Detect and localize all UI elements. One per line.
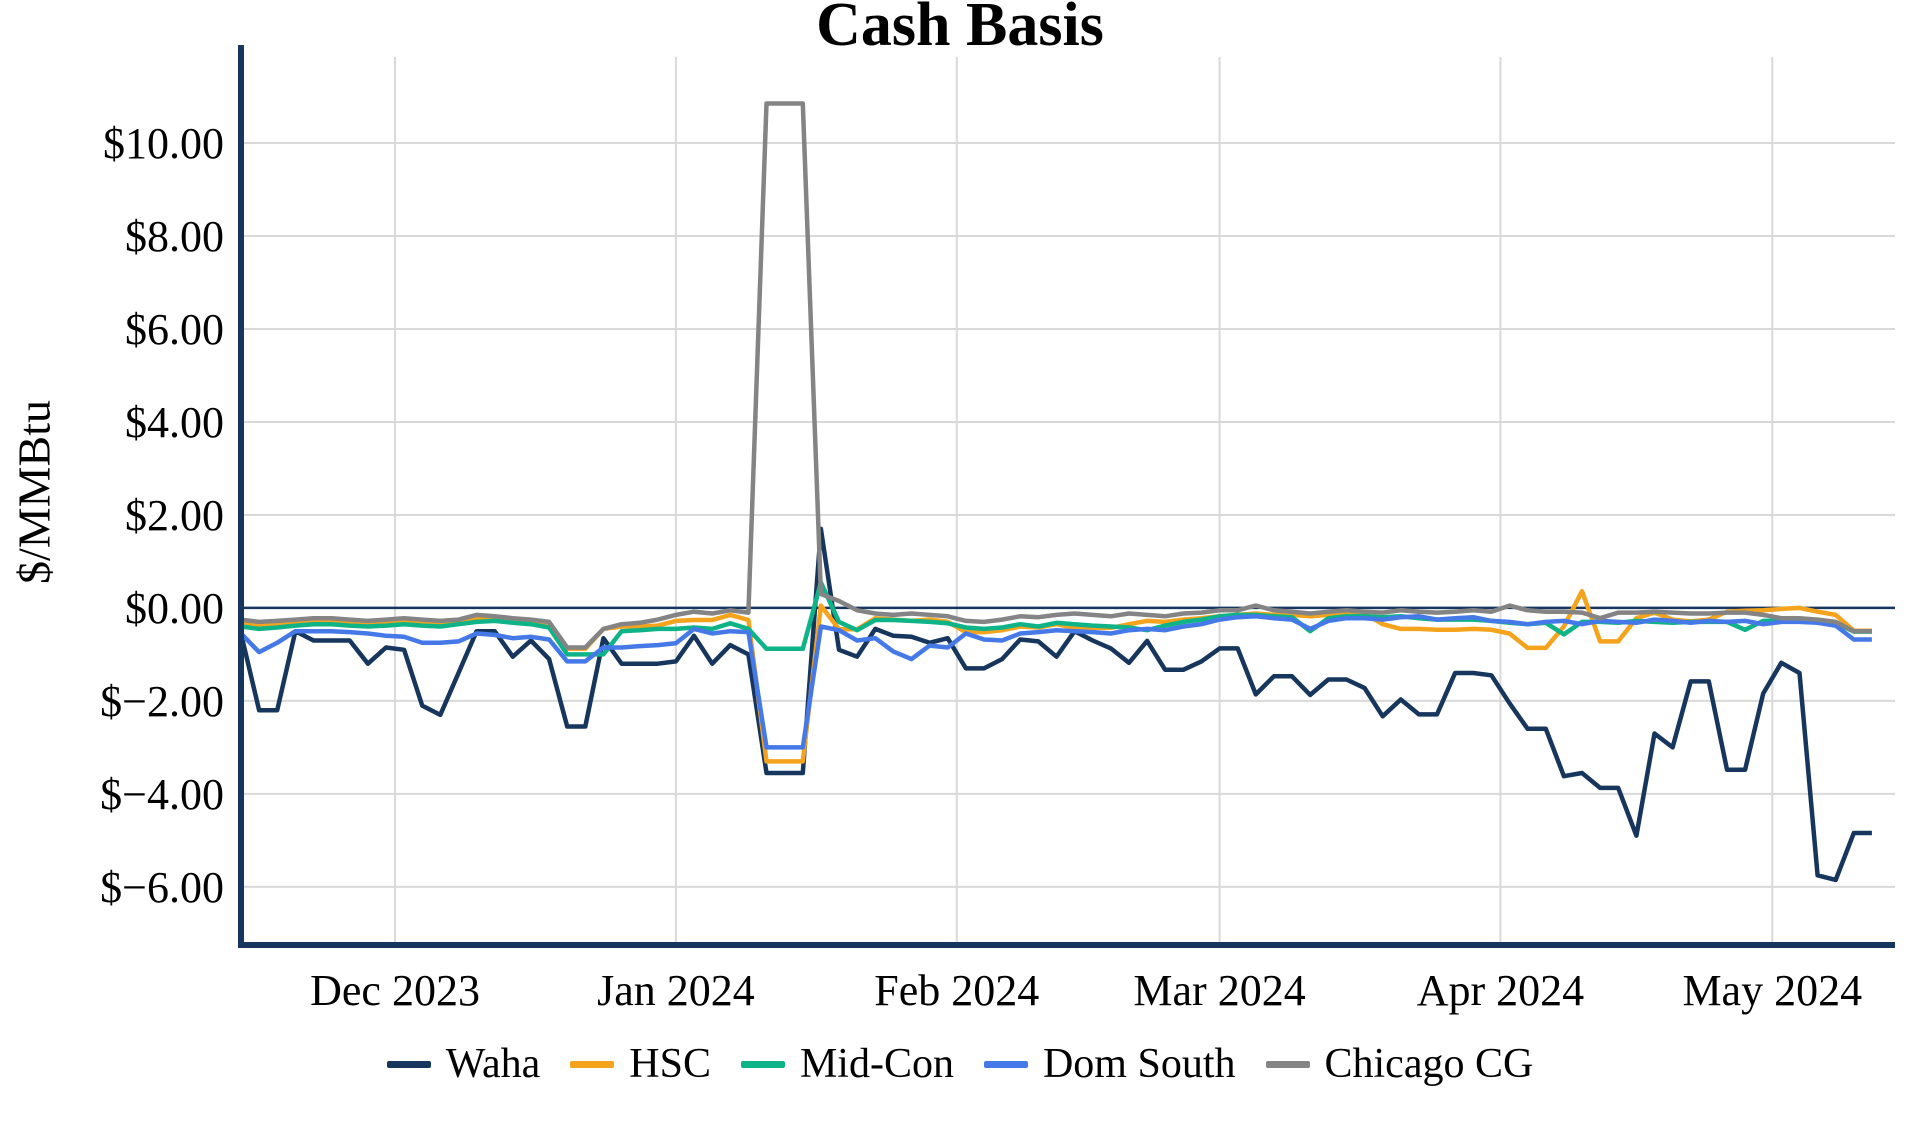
legend-item-mid-con: Mid-Con [740, 1040, 954, 1088]
x-tick-label: Feb 2024 [874, 966, 1039, 1015]
legend-item-hsc: HSC [570, 1040, 711, 1088]
legend-swatch-hsc [570, 1060, 615, 1068]
legend-label-mid-con: Mid-Con [799, 1041, 954, 1087]
x-tick-label: Mar 2024 [1133, 966, 1305, 1015]
series-line-dom-south [239, 614, 1872, 750]
legend-swatch-dom-south [983, 1060, 1028, 1068]
y-tick-label: $2.00 [125, 491, 224, 540]
chart-title: Cash Basis [816, 0, 1104, 59]
legend-swatch-mid-con [740, 1060, 785, 1068]
legend-label-chicago-cg: Chicago CG [1324, 1041, 1534, 1087]
legend-label-hsc: HSC [629, 1041, 711, 1087]
legend-swatch-waha [386, 1060, 431, 1068]
y-tick-label: $6.00 [125, 305, 224, 354]
y-tick-label: $4.00 [125, 398, 224, 447]
legend-item-dom-south: Dom South [983, 1040, 1236, 1088]
y-tick-label: $−2.00 [100, 677, 224, 726]
y-tick-label: $8.00 [125, 212, 224, 261]
x-tick-label: May 2024 [1682, 966, 1862, 1015]
x-tick-label: Jan 2024 [597, 966, 755, 1015]
y-tick-label: $−4.00 [100, 770, 224, 819]
series-line-waha [238, 526, 1872, 883]
legend: Waha HSC Mid-Con Dom South Chicago CG [0, 1040, 1920, 1088]
legend-label-dom-south: Dom South [1042, 1041, 1236, 1087]
legend-item-chicago-cg: Chicago CG [1265, 1040, 1534, 1088]
x-tick-label: Dec 2023 [310, 966, 480, 1015]
y-tick-label: $−6.00 [100, 863, 224, 912]
legend-label-waha: Waha [445, 1041, 541, 1087]
legend-item-waha: Waha [386, 1040, 541, 1088]
legend-swatch-chicago-cg [1265, 1060, 1310, 1068]
x-tick-label: Apr 2024 [1417, 966, 1584, 1015]
series-line-chicago-cg [240, 101, 1872, 650]
y-tick-label: $0.00 [125, 584, 224, 633]
y-tick-label: $10.00 [103, 119, 224, 168]
